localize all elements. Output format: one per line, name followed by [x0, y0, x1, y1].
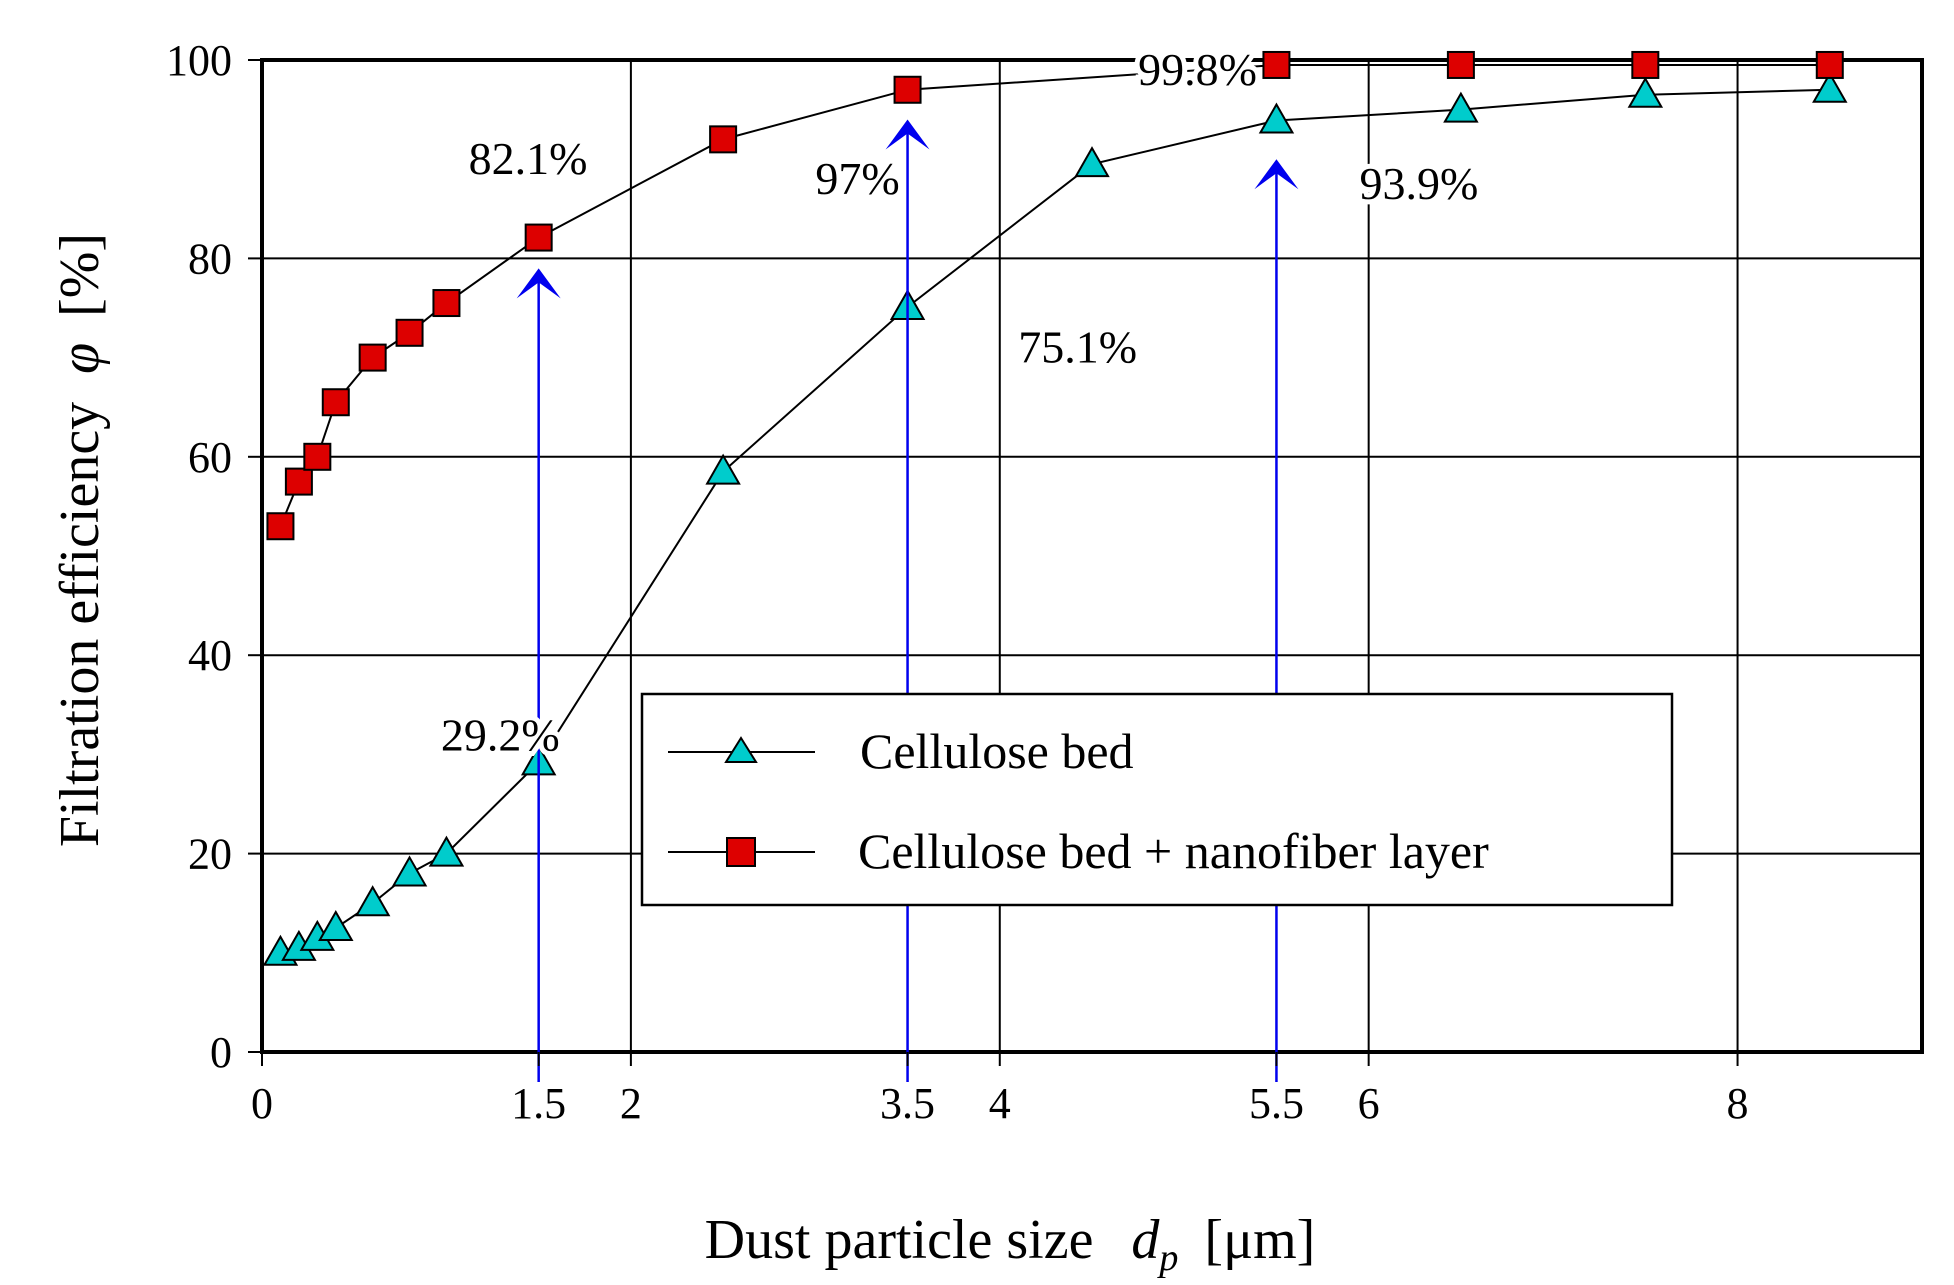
legend-marker-square: [726, 837, 756, 867]
x-tick-label: 6: [1358, 1079, 1380, 1128]
y-tick-label: 100: [166, 36, 232, 85]
x-tick-label: 2: [620, 1079, 642, 1128]
data-point-square: [1631, 50, 1660, 79]
legend-label-cellulose-bed: Cellulose bed: [860, 723, 1134, 779]
y-axis-unit: [%]: [49, 233, 111, 317]
plot-frame: [260, 58, 1924, 1054]
x-tick-label: 1.5: [511, 1079, 566, 1128]
data-point-triangle: [1627, 76, 1664, 108]
value-annotation: 93.9%: [1359, 158, 1478, 209]
arrow-head: [516, 268, 561, 299]
data-point-square: [1815, 50, 1844, 79]
value-annotation: 99.8%: [1138, 44, 1257, 95]
y-axis-title: Filtration efficiency φ [%]: [49, 233, 111, 847]
x-tick-label: 3.5: [880, 1079, 935, 1128]
data-point-triangle: [318, 909, 354, 941]
y-tick-label: 0: [210, 1028, 232, 1077]
data-point-triangle: [354, 885, 391, 917]
value-annotation: 75.1%: [1018, 322, 1137, 373]
y-tick-label: 80: [188, 234, 232, 283]
y-tick-label: 40: [188, 631, 232, 680]
data-point-square: [358, 343, 387, 372]
data-point-square: [266, 512, 295, 541]
legend-entry-cellulose-bed: Cellulose bed: [668, 723, 1134, 779]
x-tick-label: 8: [1727, 1079, 1749, 1128]
arrow-head: [1254, 159, 1299, 190]
y-tick-label: 20: [188, 830, 232, 879]
y-axis-title-text: Filtration efficiency: [49, 402, 111, 847]
legend-box: [640, 692, 1674, 907]
x-tick-label: 0: [251, 1079, 273, 1128]
x-axis-title: Dust particle size dp [μm]: [705, 1209, 1316, 1283]
y-tick-label: 60: [188, 433, 232, 482]
data-point-square: [303, 442, 332, 471]
tick-layer: 0 20 40 60 80 100 0 1.5 2 3.5 4 5.5 6 8: [166, 36, 1749, 1128]
x-tick-label: 4: [989, 1079, 1011, 1128]
arrow-marker: [1254, 159, 1299, 1082]
data-point-square: [709, 125, 738, 154]
value-annotation: 82.1%: [469, 133, 588, 184]
arrow-layer: [516, 119, 1299, 1082]
legend-label-nanofiber: Cellulose bed + nanofiber layer: [858, 823, 1489, 879]
data-point-triangle: [391, 855, 428, 887]
data-point-square: [284, 467, 313, 496]
data-point-triangle: [428, 835, 465, 867]
value-annotation: 29.2%: [441, 709, 560, 760]
data-point-square: [1262, 50, 1291, 79]
arrow-marker: [885, 119, 930, 1082]
data-point-triangle: [1258, 102, 1295, 134]
data-point-triangle: [1443, 91, 1479, 123]
data-point-square: [1446, 50, 1475, 79]
x-axis-title-text: Dust particle size: [705, 1209, 1094, 1271]
data-point-triangle: [1074, 146, 1110, 178]
x-axis-symbol: d: [1131, 1209, 1160, 1271]
data-point-triangle: [1812, 71, 1848, 103]
annotation-layer: 82.1% 97% 99.8% 93.9% 75.1% 29.2%: [436, 39, 1483, 766]
legend-entry-nanofiber: Cellulose bed + nanofiber layer: [668, 823, 1489, 879]
data-point-triangle: [705, 453, 741, 485]
data-point-square: [395, 318, 424, 347]
x-tick-label: 5.5: [1249, 1079, 1304, 1128]
data-point-square: [893, 75, 922, 104]
value-annotation: 97%: [815, 153, 899, 204]
arrow-head: [885, 119, 930, 150]
data-point-square: [432, 289, 461, 318]
arrow-marker: [516, 268, 561, 1082]
x-axis-unit: [μm]: [1204, 1209, 1315, 1271]
legend-marker-triangle: [724, 736, 758, 763]
data-point-square: [321, 388, 350, 417]
legend: Cellulose bed Cellulose bed + nanofiber …: [640, 692, 1674, 907]
data-point-square: [524, 223, 553, 252]
y-axis-symbol: φ: [49, 343, 111, 374]
x-axis-subscript: p: [1156, 1237, 1178, 1279]
